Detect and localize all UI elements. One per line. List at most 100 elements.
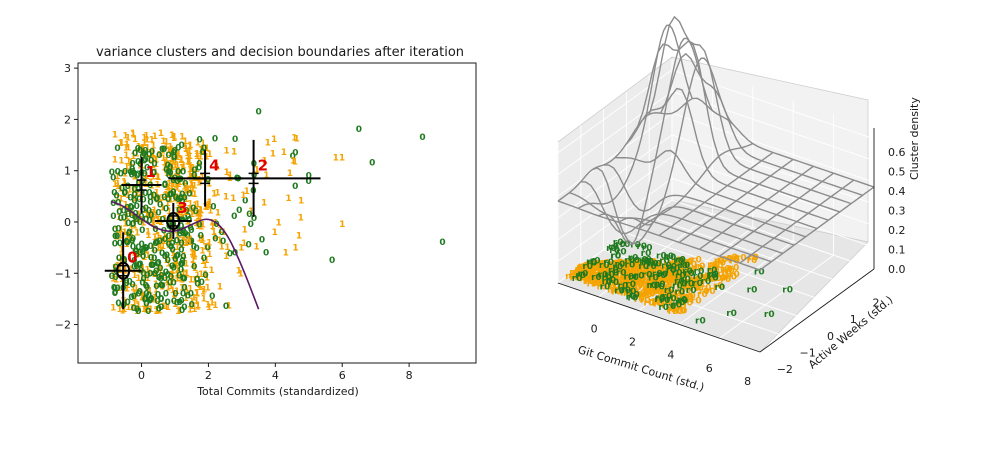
outlier-point: 0 (356, 125, 362, 135)
scatter-point-0: 0 (198, 231, 204, 241)
scatter-point-1: 1 (167, 160, 173, 170)
scatter-point-0: 0 (154, 297, 160, 307)
floor-point-orange: r0 (707, 264, 718, 274)
floor-point-orange: r0 (675, 258, 686, 268)
scatter-point-0: 0 (162, 181, 168, 191)
scatter-point-0: 0 (170, 188, 176, 198)
scatter-point-1: 1 (134, 189, 140, 199)
scatter-point-1: 1 (149, 260, 155, 270)
floor-point-green: r0 (680, 275, 691, 285)
floor-point-orange: r0 (613, 259, 624, 269)
scatter-point-0: 0 (110, 212, 116, 222)
floor-point-orange: r0 (670, 260, 681, 270)
floor-point-orange: r0 (598, 267, 609, 277)
scatter-point-0: 0 (158, 295, 164, 305)
scatter-point-1: 1 (183, 259, 189, 269)
floor-point-orange: r0 (597, 282, 608, 292)
scatter-point-0: 0 (181, 214, 187, 224)
floor-point-orange: r0 (620, 289, 631, 299)
scatter-point-0: 0 (263, 249, 269, 259)
scatter-point-0: 0 (131, 169, 137, 179)
floor-point-orange: r0 (598, 266, 609, 276)
scatter-point-0: 0 (138, 240, 144, 250)
scatter-point-1: 1 (151, 206, 157, 216)
scatter-point-1: 1 (191, 294, 197, 304)
scatter-point-0: 0 (146, 206, 152, 216)
floor-point-orange: r0 (652, 266, 663, 276)
floor-point-orange: r0 (616, 267, 627, 277)
floor-point-orange: r0 (631, 265, 642, 275)
scatter-point-1: 1 (145, 251, 151, 261)
floor-point-orange: r0 (675, 262, 686, 272)
floor-point-orange: r0 (729, 264, 740, 274)
scatter-point-1: 1 (202, 270, 208, 280)
scatter-point-0: 0 (111, 189, 117, 199)
floor-point-green: r0 (629, 291, 640, 301)
floor-point-orange: r0 (569, 268, 580, 278)
scatter-point-1: 1 (241, 239, 247, 249)
floor-point-green: r0 (666, 253, 677, 263)
scatter-point-0: 0 (129, 281, 135, 291)
scatter-point-0: 0 (177, 298, 183, 308)
scatter-point-1: 1 (156, 150, 162, 160)
floor-point-green: r0 (578, 269, 589, 279)
scatter-point-0: 0 (135, 307, 141, 317)
scatter-point-0: 0 (201, 254, 207, 264)
scatter-point-1: 1 (112, 156, 118, 166)
scatter-point-1: 1 (130, 152, 136, 162)
floor-point-orange: r0 (627, 271, 638, 281)
scatter-point-0: 0 (141, 170, 147, 180)
y-tick-label: 1 (64, 165, 71, 178)
floor-point-orange: r0 (597, 271, 608, 281)
surface-wire (603, 164, 806, 238)
scatter-point-0: 0 (114, 284, 120, 294)
scatter-point-1: 1 (132, 293, 138, 303)
scatter-point-0: 0 (117, 239, 123, 249)
floor-point-orange: r0 (675, 307, 686, 317)
floor-point-orange: r0 (641, 258, 652, 268)
scatter-point-1: 1 (189, 210, 195, 220)
floor-point-orange: r0 (668, 272, 679, 282)
scatter-point-0: 0 (129, 236, 135, 246)
scatter-point-1: 1 (200, 235, 206, 245)
floor-point-orange: r0 (640, 281, 651, 291)
scatter-point-0: 0 (172, 147, 178, 157)
scatter-point-1: 1 (181, 252, 187, 262)
floor-point-orange: r0 (577, 264, 588, 274)
floor-point-orange: r0 (603, 273, 614, 283)
scatter-point-1: 1 (214, 162, 220, 172)
scatter-point-1: 1 (283, 248, 289, 258)
scatter-point-0: 0 (171, 154, 177, 164)
scatter-point-1: 1 (112, 130, 118, 140)
floor-point-orange: r0 (608, 268, 619, 278)
scatter-point-0: 0 (181, 303, 187, 313)
scatter-point-1: 1 (263, 171, 269, 181)
scatter-point-1: 1 (211, 228, 217, 238)
scatter-point-1: 1 (150, 141, 156, 151)
scatter-point-0: 0 (205, 243, 211, 253)
floor-point-orange: r0 (673, 280, 684, 290)
scatter-point-1: 1 (298, 197, 304, 207)
floor-point-orange: r0 (672, 268, 683, 278)
floor-point-orange: r0 (616, 264, 627, 274)
scatter-point-1: 1 (201, 295, 207, 305)
floor-point-orange: r0 (653, 288, 664, 298)
floor-point-orange: r0 (608, 261, 619, 271)
scatter-point-0: 0 (159, 281, 165, 291)
scatter-point-1: 1 (123, 144, 129, 154)
y3d-tick-label: −2 (777, 363, 793, 376)
scatter-point-1: 1 (142, 276, 148, 286)
floor-point-orange: r0 (634, 276, 645, 286)
scatter-point-1: 1 (159, 204, 165, 214)
scatter-point-0: 0 (180, 289, 186, 299)
scatter-point-1: 1 (155, 244, 161, 254)
scatter-point-1: 1 (149, 214, 155, 224)
floor-point-orange: r0 (595, 262, 606, 272)
floor-point-orange: r0 (662, 279, 673, 289)
floor-point-orange: r0 (647, 284, 658, 294)
scatter-point-0: 0 (142, 147, 148, 157)
floor-point-orange: r0 (590, 261, 601, 271)
scatter-point-1: 1 (147, 286, 153, 296)
scatter-point-1: 1 (148, 305, 154, 315)
